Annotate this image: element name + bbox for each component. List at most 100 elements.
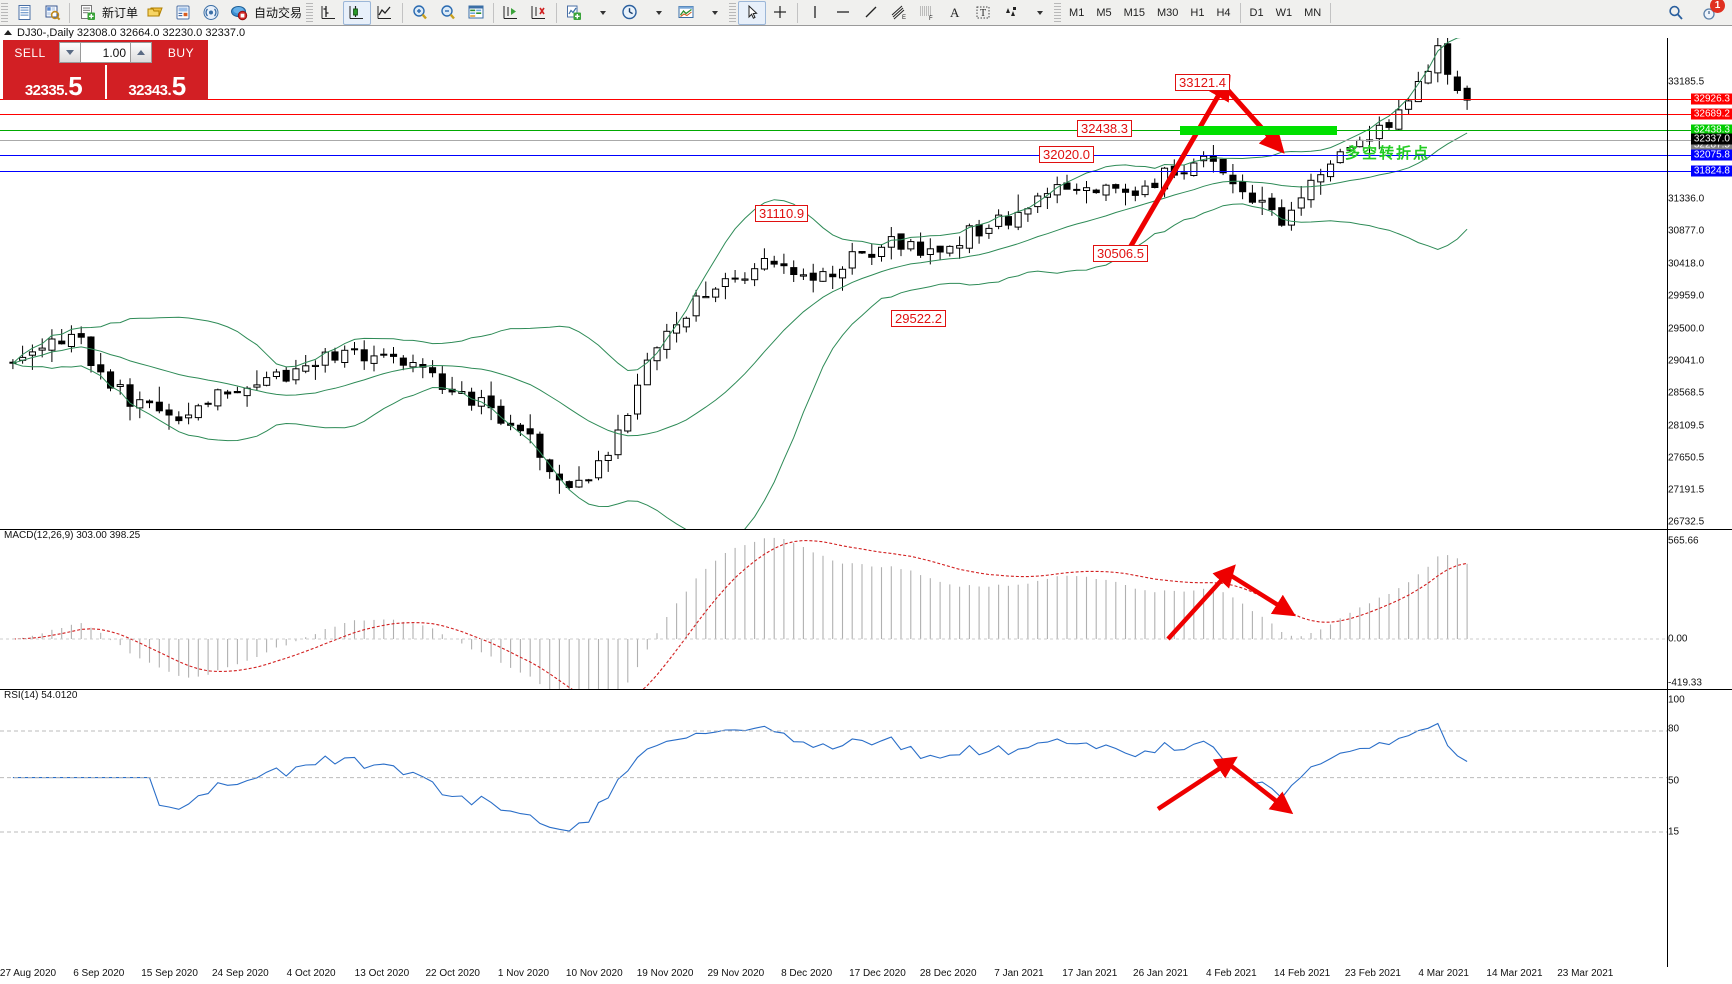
new-order-icon[interactable] xyxy=(73,1,101,25)
macd-plot[interactable] xyxy=(0,529,1667,689)
new-chart-icon[interactable] xyxy=(10,1,38,25)
timeframe-d1[interactable]: D1 xyxy=(1249,6,1264,19)
sell-price[interactable]: 32335 . 5 xyxy=(3,65,105,100)
cursor-icon[interactable] xyxy=(738,0,767,25)
timeframe-m15[interactable]: M15 xyxy=(1123,6,1145,19)
svg-text:A: A xyxy=(950,5,960,20)
buy-price-decimal: 5 xyxy=(171,71,187,101)
templates-dropdown-arrow[interactable] xyxy=(700,1,728,25)
market-watch-icon[interactable] xyxy=(38,1,66,25)
volume-stepper[interactable]: 1.00 xyxy=(57,40,154,65)
crosshair-icon[interactable] xyxy=(766,1,794,25)
price-axis[interactable]: 33185.5 31336.0 30877.0 30418.0 29959.0 … xyxy=(1667,38,1732,529)
volume-input[interactable]: 1.00 xyxy=(81,42,130,63)
annotation-30506[interactable]: 30506.5 xyxy=(1093,245,1148,262)
timeframe-h4[interactable]: H4 xyxy=(1216,6,1231,19)
price-plot[interactable] xyxy=(0,38,1667,529)
indicator-dropdown-arrow[interactable] xyxy=(588,1,616,25)
price-tag-resistance-2: 32689.2 xyxy=(1690,108,1732,120)
shapes-dropdown-arrow[interactable] xyxy=(1025,1,1053,25)
buy-button[interactable]: BUY xyxy=(154,40,208,65)
annotation-33121[interactable]: 33121.4 xyxy=(1175,74,1230,91)
strategy-tester-icon[interactable] xyxy=(169,1,197,25)
signals-icon[interactable] xyxy=(197,1,225,25)
bar-chart-icon[interactable] xyxy=(315,1,343,25)
price-tick: 29959.0 xyxy=(1668,290,1705,302)
one-click-trading-panel[interactable]: SELL 1.00 BUY 32335 . 5 32343 . 5 xyxy=(3,40,208,100)
chart-shift-icon[interactable] xyxy=(497,1,525,25)
annotation-31110[interactable]: 31110.9 xyxy=(755,205,809,222)
data-window-icon[interactable] xyxy=(462,1,490,25)
text-icon[interactable]: A xyxy=(941,1,969,25)
sell-price-decimal: 5 xyxy=(68,71,83,101)
annotation-29522[interactable]: 29522.2 xyxy=(891,310,946,327)
macd-axis[interactable]: 565.66 0.00 -419.33 xyxy=(1667,529,1732,689)
annotation-32020[interactable]: 32020.0 xyxy=(1039,146,1094,163)
add-indicator-icon[interactable] xyxy=(560,1,588,25)
zoom-out-icon[interactable] xyxy=(434,1,462,25)
chart-shift-end-icon[interactable] xyxy=(525,1,553,25)
templates-icon[interactable] xyxy=(672,1,700,25)
volume-decrease-button[interactable] xyxy=(59,42,81,63)
fibonacci-icon[interactable]: F xyxy=(913,1,941,25)
equidistant-channel-icon[interactable]: E xyxy=(885,1,913,25)
rsi-pane[interactable]: RSI(14) 54.0120 100 80 50 15 xyxy=(0,689,1732,967)
timeframe-h1[interactable]: H1 xyxy=(1190,6,1205,19)
rsi-axis[interactable]: 100 80 50 15 xyxy=(1667,689,1732,967)
turning-point-note[interactable]: 多空转折点 xyxy=(1345,145,1431,162)
toolbar-grip[interactable] xyxy=(1,2,8,23)
price-pane[interactable]: 33121.4 32438.3 32020.0 31110.9 30506.5 … xyxy=(0,38,1732,529)
chart-symbol-bar: DJ30-,Daily 32308.0 32664.0 32230.0 3233… xyxy=(0,26,1732,39)
collapse-triangle-icon[interactable] xyxy=(4,30,12,35)
price-tick: 27650.5 xyxy=(1668,452,1705,464)
annotation-32438[interactable]: 32438.3 xyxy=(1077,120,1132,137)
toolbar-grip-4[interactable] xyxy=(1054,2,1062,23)
date-label: 29 Nov 2020 xyxy=(707,968,765,979)
text-label-icon[interactable]: T xyxy=(969,1,997,25)
autotrading-icon[interactable] xyxy=(225,1,253,25)
timeframe-mn[interactable]: MN xyxy=(1304,6,1322,19)
shapes-icon[interactable] xyxy=(997,1,1025,25)
new-order-label[interactable]: 新订单 xyxy=(102,6,139,20)
trend-arrow-overlay xyxy=(1125,74,1285,253)
period-dropdown-arrow[interactable] xyxy=(644,1,672,25)
macd-pane[interactable]: MACD(12,26,9) 303.00 398.25 565.66 0.00 … xyxy=(0,529,1732,689)
line-chart-icon[interactable] xyxy=(371,1,399,25)
timeframe-m5[interactable]: M5 xyxy=(1096,6,1112,19)
folder-icon[interactable] xyxy=(141,1,169,25)
search-icon[interactable] xyxy=(1662,1,1690,25)
toolbar-grip-2[interactable] xyxy=(306,2,314,23)
period-clock-icon[interactable] xyxy=(616,1,644,25)
rsi-tick: 100 xyxy=(1668,694,1685,706)
price-tick: 27191.5 xyxy=(1668,484,1705,496)
date-label: 4 Mar 2021 xyxy=(1418,968,1469,979)
horizontal-line-icon[interactable] xyxy=(829,1,857,25)
autotrading-label[interactable]: 自动交易 xyxy=(254,6,303,20)
sell-button[interactable]: SELL xyxy=(3,40,57,65)
date-axis[interactable]: 27 Aug 2020 6 Sep 2020 15 Sep 2020 24 Sep 2… xyxy=(0,967,1732,984)
rsi-plot[interactable] xyxy=(0,689,1667,967)
zoom-in-icon[interactable] xyxy=(406,1,434,25)
resistance-line-2 xyxy=(0,114,1732,115)
trendline-icon[interactable] xyxy=(857,1,885,25)
candlestick-chart-icon[interactable] xyxy=(343,0,372,25)
volume-increase-button[interactable] xyxy=(130,42,152,63)
buy-price[interactable]: 32343 . 5 xyxy=(106,65,208,101)
price-tag-support-2: 31824.8 xyxy=(1690,165,1732,177)
date-label: 14 Mar 2021 xyxy=(1486,968,1543,979)
chevron-down-icon xyxy=(66,50,74,55)
macd-pane-divider xyxy=(0,529,1732,530)
buy-price-integer: 32343 xyxy=(128,82,168,99)
price-tag-resistance-1: 32926.3 xyxy=(1690,93,1732,105)
chart-area[interactable]: 33121.4 32438.3 32020.0 31110.9 30506.5 … xyxy=(0,38,1732,984)
toolbar-grip-3[interactable] xyxy=(729,2,737,23)
timeframe-m1[interactable]: M1 xyxy=(1069,6,1085,19)
vertical-line-icon[interactable] xyxy=(801,1,829,25)
timeframe-w1[interactable]: W1 xyxy=(1275,6,1293,19)
price-tick: 30418.0 xyxy=(1668,258,1705,270)
date-label: 28 Dec 2020 xyxy=(919,968,977,979)
notifications-icon[interactable]: 1 xyxy=(1696,0,1725,25)
date-label: 24 Sep 2020 xyxy=(211,968,269,979)
price-tag-support-1: 32075.8 xyxy=(1690,149,1732,161)
timeframe-m30[interactable]: M30 xyxy=(1157,6,1179,19)
